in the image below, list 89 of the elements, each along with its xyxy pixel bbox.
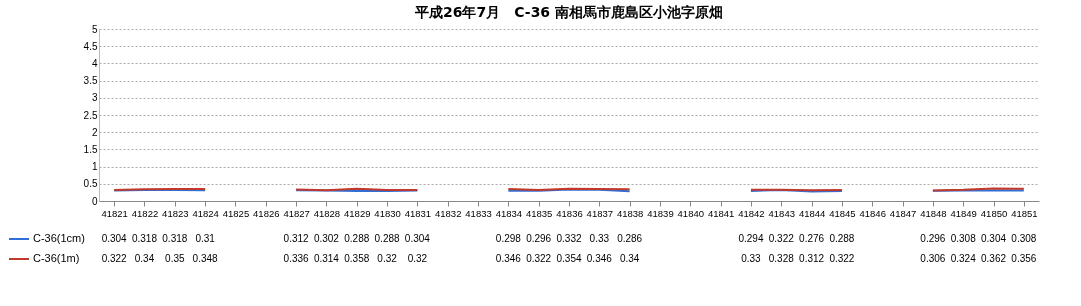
y-tick-label: 3.5 [83, 75, 98, 87]
data-label: 0.348 [192, 253, 219, 264]
data-label: 0.294 [738, 233, 764, 244]
data-label: 0.308 [1011, 233, 1037, 244]
x-tick-label: 41838 [616, 207, 644, 219]
y-tick-label: 1.5 [83, 143, 98, 155]
x-tick-label: 41839 [647, 207, 674, 219]
x-tick-label: 41849 [950, 207, 977, 219]
x-tick-label: 41841 [707, 207, 735, 219]
data-label: 0.288 [829, 233, 855, 244]
data-label: 0.34 [134, 253, 155, 264]
data-label: 0.318 [131, 233, 158, 244]
data-label: 0.304 [981, 233, 1007, 244]
y-tick-label: 3 [91, 92, 98, 104]
data-label: 0.312 [799, 253, 825, 264]
data-label: 0.358 [344, 253, 370, 264]
data-label: 0.322 [101, 253, 128, 264]
data-label: 0.336 [283, 253, 310, 264]
chart-title: 平成26年7月 C-36 南相馬市鹿島区小池字原畑 [414, 4, 723, 20]
x-tick-label: 41834 [495, 207, 523, 219]
data-label: 0.324 [950, 253, 977, 264]
x-tick-label: 41823 [162, 207, 189, 219]
x-tick-label: 41831 [404, 207, 432, 219]
data-label: 0.304 [101, 233, 128, 244]
x-tick-label: 41840 [677, 207, 704, 219]
x-tick-label: 41828 [313, 207, 341, 219]
data-label: 0.288 [374, 233, 401, 244]
y-tick-label: 0 [91, 195, 98, 207]
data-label: 0.33 [741, 253, 762, 264]
x-tick-label: 41832 [435, 207, 462, 219]
data-label: 0.346 [495, 253, 522, 264]
data-label: 0.308 [950, 233, 977, 244]
data-label: 0.296 [920, 233, 946, 244]
data-label: 0.322 [829, 253, 855, 264]
data-label: 0.354 [556, 253, 582, 264]
x-tick-label: 41845 [829, 207, 856, 219]
x-tick-label: 41848 [920, 207, 947, 219]
x-tick-label: 41827 [283, 207, 310, 219]
data-label: 0.318 [162, 233, 188, 244]
data-label: 0.35 [165, 253, 185, 264]
x-tick-label: 41850 [980, 207, 1008, 219]
data-label: 0.34 [619, 253, 640, 264]
data-label: 0.298 [495, 233, 522, 244]
x-tick-label: 41844 [798, 207, 826, 219]
y-tick-label: 4 [91, 57, 98, 69]
data-label: 0.288 [344, 233, 370, 244]
data-label: 0.304 [404, 233, 431, 244]
x-tick-label: 41843 [768, 207, 795, 219]
y-tick-label: 2 [91, 126, 98, 138]
data-label: 0.356 [1011, 253, 1037, 264]
data-label: 0.322 [526, 253, 552, 264]
data-label: 0.296 [526, 233, 552, 244]
legend-label: C-36(1m) [33, 252, 80, 264]
data-label: 0.276 [799, 233, 825, 244]
data-label: 0.362 [981, 253, 1007, 264]
x-tick-label: 41821 [101, 207, 128, 219]
data-label: 0.322 [768, 233, 795, 244]
data-label: 0.346 [586, 253, 613, 264]
x-tick-label: 41830 [374, 207, 401, 219]
x-tick-label: 41847 [889, 207, 917, 219]
data-label: 0.33 [589, 233, 610, 244]
x-tick-label: 41851 [1011, 207, 1038, 219]
x-tick-label: 41837 [586, 207, 614, 219]
data-label: 0.312 [283, 233, 310, 244]
data-label: 0.302 [313, 233, 340, 244]
x-tick-label: 41833 [465, 207, 492, 219]
x-tick-label: 41824 [192, 207, 219, 219]
data-label: 0.32 [377, 253, 398, 264]
x-tick-label: 41846 [859, 207, 886, 219]
y-tick-label: 0.5 [83, 178, 98, 190]
x-tick-label: 41825 [222, 207, 250, 219]
data-label: 0.306 [920, 253, 946, 264]
y-tick-label: 4.5 [83, 40, 98, 52]
data-label: 0.32 [407, 253, 428, 264]
legend-label: C-36(1cm) [33, 232, 85, 244]
y-tick-label: 5 [91, 23, 98, 35]
data-label: 0.328 [768, 253, 795, 264]
x-tick-label: 41826 [253, 207, 280, 219]
y-tick-label: 2.5 [83, 109, 98, 121]
x-tick-label: 41822 [131, 207, 159, 219]
data-label: 0.314 [313, 253, 340, 264]
data-label: 0.31 [195, 233, 216, 244]
y-tick-label: 1 [91, 161, 98, 173]
x-tick-label: 41829 [344, 207, 371, 219]
x-tick-label: 41842 [738, 207, 765, 219]
x-tick-label: 41836 [556, 207, 583, 219]
x-tick-label: 41835 [525, 207, 553, 219]
data-label: 0.286 [617, 233, 643, 244]
data-label: 0.332 [556, 233, 582, 244]
